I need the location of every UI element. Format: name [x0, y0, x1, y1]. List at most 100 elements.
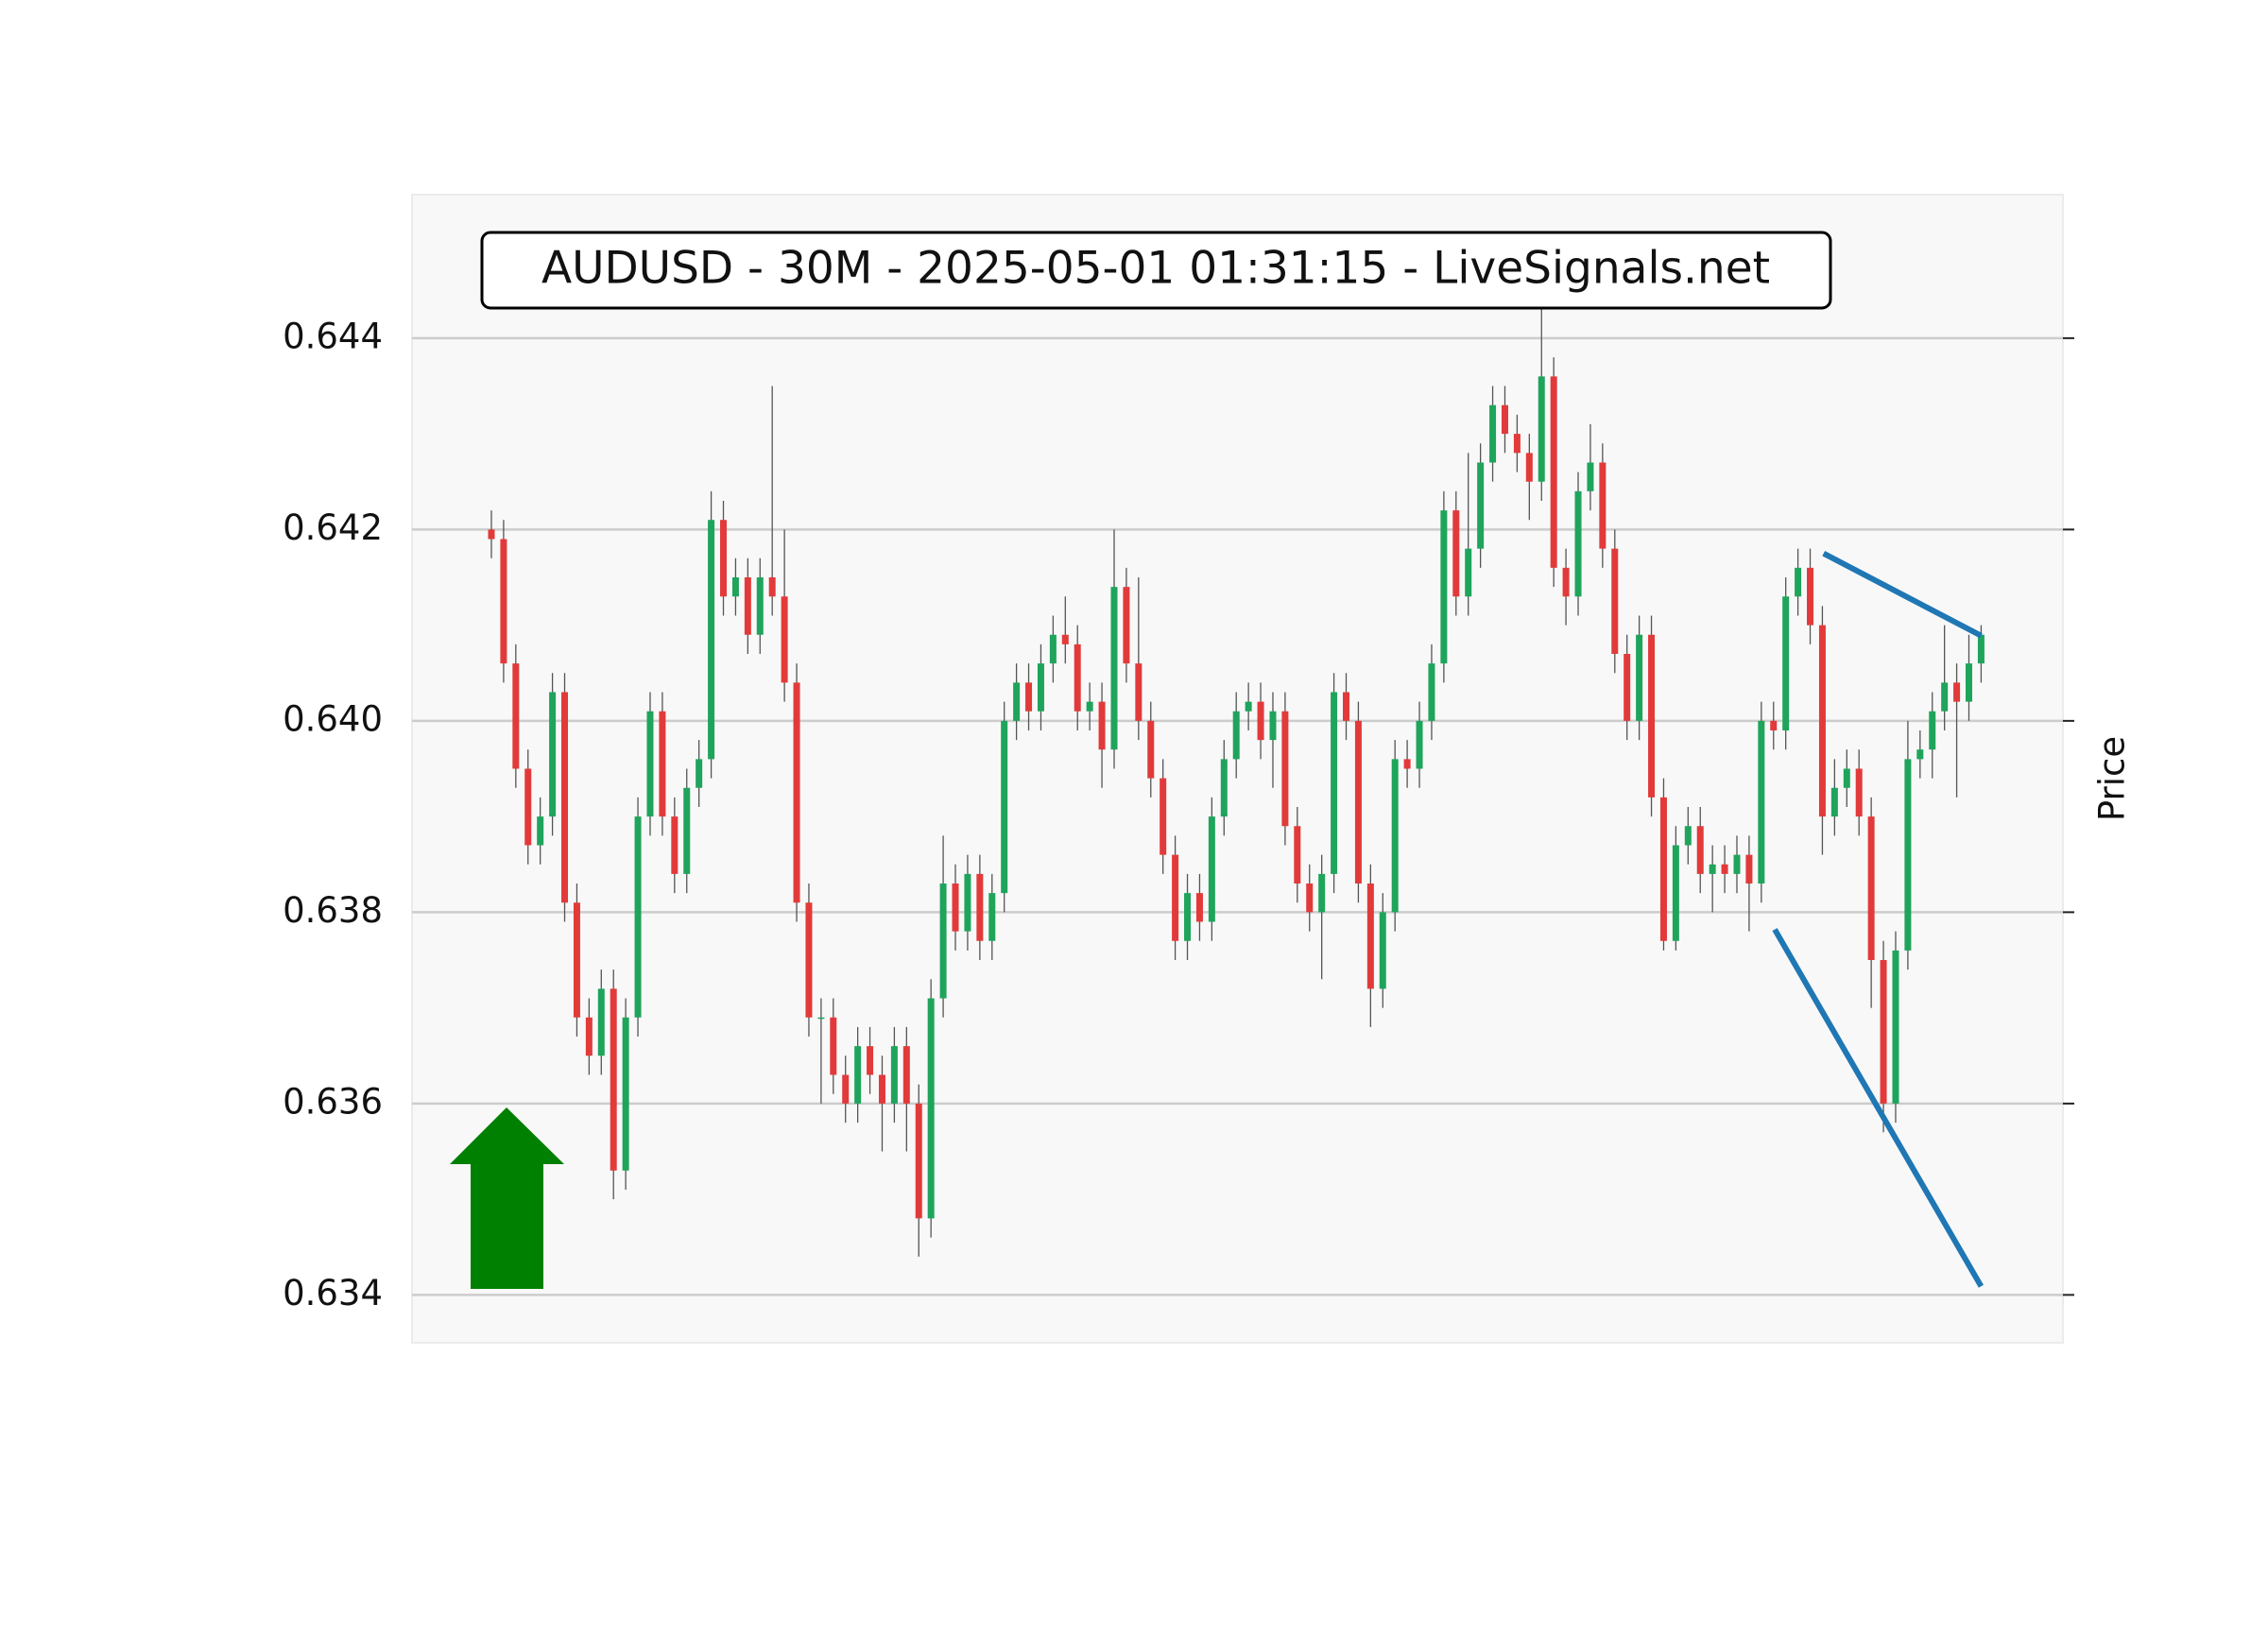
candle-body: [671, 816, 679, 874]
candle-body: [939, 884, 947, 999]
candle-body: [768, 577, 776, 597]
candle-body: [976, 873, 984, 941]
candle-body: [817, 1017, 825, 1020]
candle-body: [805, 902, 813, 1018]
candle-body: [561, 692, 569, 903]
candle-body: [1123, 587, 1130, 664]
candle-body: [1574, 490, 1582, 597]
candle-body: [585, 1017, 593, 1056]
candle-body: [1257, 701, 1264, 741]
candle-body: [1624, 654, 1631, 721]
candle-body: [1795, 567, 1802, 597]
candle-body: [622, 1017, 629, 1171]
candle-body: [1758, 720, 1765, 884]
candle-body: [830, 1017, 837, 1075]
candle-body: [1098, 701, 1106, 750]
candle-body: [1648, 634, 1656, 798]
candle-body: [683, 787, 691, 874]
candle-body: [1489, 404, 1497, 463]
candle-body: [1843, 768, 1850, 788]
candle-body: [1953, 682, 1961, 702]
candle-body: [1465, 548, 1472, 597]
candle-body: [1281, 711, 1289, 827]
candle-body: [1232, 711, 1240, 760]
candle-body: [1830, 787, 1838, 817]
candle-body: [1977, 634, 1984, 664]
candle-body: [878, 1074, 885, 1104]
trend-line: [1772, 928, 1984, 1288]
candle-body: [1721, 864, 1728, 874]
candle-body: [964, 873, 971, 932]
candle-body: [1147, 720, 1155, 779]
y-tick-label: 0.642: [283, 507, 383, 548]
candle-body: [1428, 663, 1435, 721]
candle-body: [1611, 548, 1619, 654]
candle-body: [1782, 596, 1790, 730]
candle-body: [1025, 682, 1033, 712]
candle-body: [1013, 682, 1021, 721]
candle-body: [1599, 462, 1606, 549]
candle-body: [927, 998, 935, 1219]
candle-body: [1184, 893, 1192, 941]
candle-body: [610, 988, 617, 1171]
candle-body: [512, 663, 520, 769]
candle-body: [1501, 404, 1508, 435]
chart-title: AUDUSD - 30M - 2025-05-01 01:31:15 - Liv…: [541, 243, 1770, 295]
candle-body: [1001, 720, 1008, 894]
y-tick-label: 0.644: [283, 316, 383, 356]
candle-body: [1318, 873, 1326, 913]
candle-body: [1696, 826, 1704, 874]
candle-body: [524, 768, 532, 846]
candle-body: [1904, 759, 1912, 951]
candle-body: [1807, 567, 1814, 626]
y-tick-label: 0.636: [283, 1081, 383, 1122]
candle-body: [500, 539, 507, 664]
candle-body: [1331, 692, 1338, 874]
candle-body: [1916, 749, 1924, 760]
candle-body: [1354, 720, 1362, 884]
candle-body: [1867, 816, 1875, 960]
candle-body: [1709, 864, 1716, 874]
candle-body: [1245, 701, 1252, 712]
candle-body: [1880, 960, 1887, 1104]
candle-body: [1061, 634, 1069, 644]
title-box: [480, 231, 1832, 310]
candle-body: [634, 816, 642, 1018]
trend-line: [1822, 551, 1983, 639]
candle-body: [1452, 510, 1460, 597]
candle-body: [537, 816, 544, 846]
candle-body: [1513, 434, 1521, 454]
y-tick-label: 0.634: [283, 1273, 383, 1313]
candle-body: [1770, 720, 1778, 730]
candle-body: [1172, 854, 1179, 941]
candle-body: [708, 520, 715, 760]
candle-body: [1538, 376, 1545, 482]
candle-body: [1416, 720, 1423, 769]
candle-body: [1074, 643, 1081, 712]
candle-body: [1818, 625, 1826, 817]
candle-body: [1294, 826, 1301, 884]
candle-body: [952, 884, 959, 932]
candle-body: [1269, 711, 1277, 741]
candle-body: [646, 711, 654, 817]
y-tick-label: 0.638: [283, 890, 383, 931]
candle-body: [756, 577, 764, 635]
candle-body: [1966, 663, 1973, 702]
candle-body: [720, 520, 728, 597]
candle-body: [1733, 854, 1741, 874]
candle-body: [1562, 567, 1570, 597]
candle-body: [1208, 816, 1215, 922]
candle-body: [1391, 759, 1399, 913]
candle-body: [659, 711, 666, 817]
candle-body: [1855, 768, 1863, 817]
y-tick-label: 0.640: [283, 698, 383, 739]
candle-body: [1160, 778, 1167, 855]
candle-body: [1636, 634, 1643, 721]
candle-body: [1306, 884, 1314, 913]
candle-body: [1135, 663, 1143, 721]
candle-body: [1037, 663, 1044, 712]
candle-body: [1220, 759, 1228, 817]
candle-body: [1525, 453, 1533, 482]
